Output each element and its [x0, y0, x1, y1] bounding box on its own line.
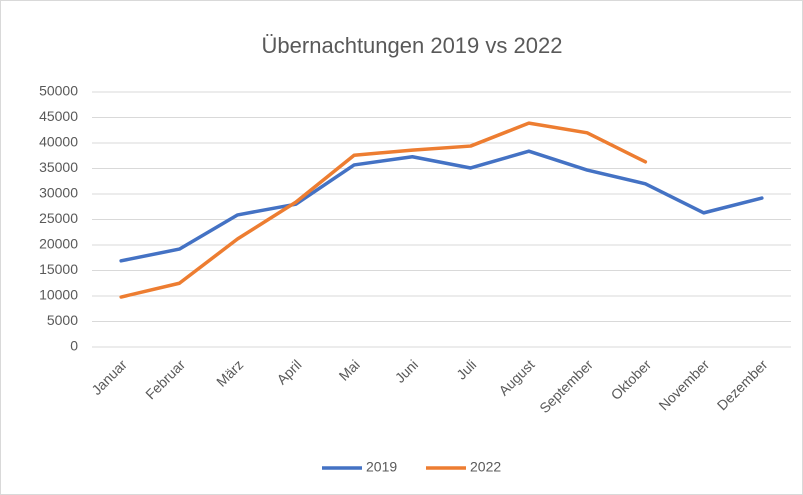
y-tick-label: 15000 [39, 261, 78, 277]
y-tick-label: 5000 [47, 312, 78, 328]
y-tick-label: 25000 [39, 210, 78, 226]
y-tick-label: 10000 [39, 287, 78, 303]
y-tick-label: 45000 [39, 108, 78, 124]
y-tick-label: 40000 [39, 134, 78, 150]
line-series [119, 149, 764, 263]
y-tick-label: 0 [70, 338, 78, 354]
line-series [119, 121, 648, 299]
legend-label: 2019 [366, 459, 397, 475]
y-tick-label: 20000 [39, 236, 78, 252]
legend-label: 2022 [470, 459, 501, 475]
y-tick-label: 35000 [39, 159, 78, 175]
y-tick-label: 50000 [39, 83, 78, 99]
chart-title: Übernachtungen 2019 vs 2022 [262, 33, 563, 58]
y-tick-label: 30000 [39, 185, 78, 201]
